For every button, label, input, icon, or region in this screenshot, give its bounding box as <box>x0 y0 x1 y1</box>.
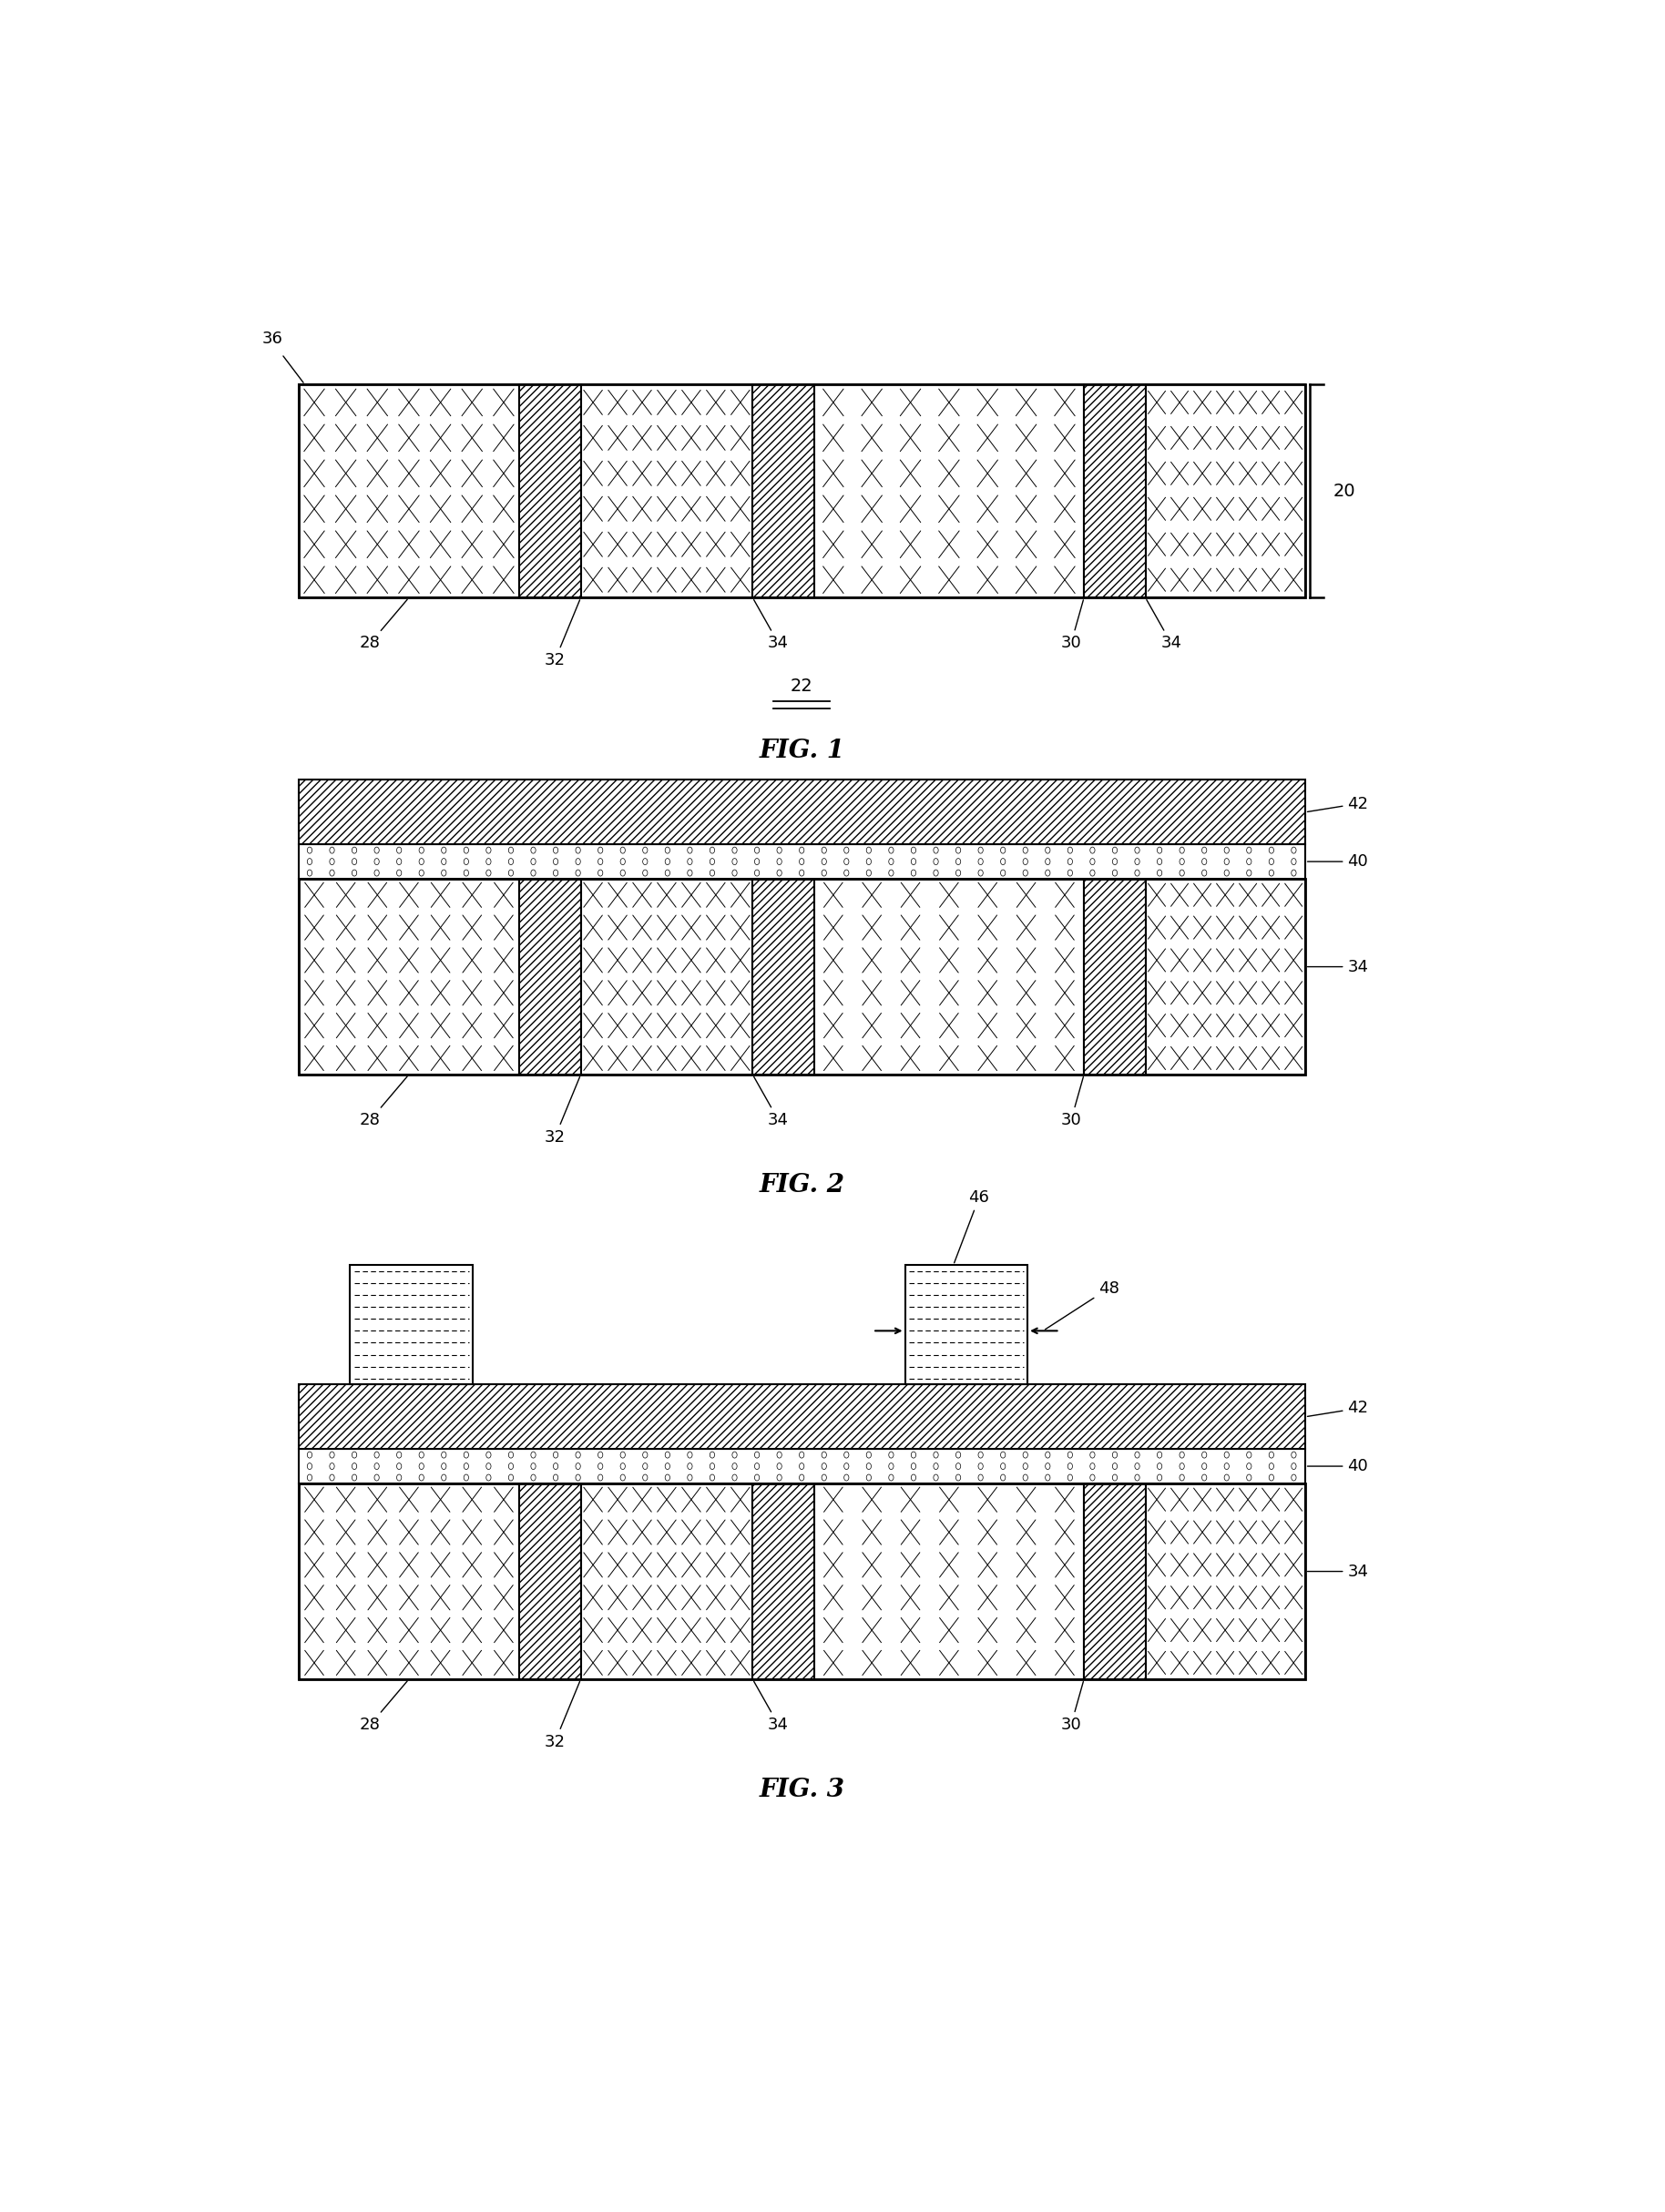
Bar <box>519 385 581 597</box>
Bar <box>350 1265 473 1385</box>
Bar <box>519 385 581 597</box>
Text: 22: 22 <box>791 677 813 695</box>
Bar <box>906 1265 1027 1385</box>
Bar <box>519 1484 581 1679</box>
Text: 28: 28 <box>360 599 408 653</box>
Text: 48: 48 <box>1046 1281 1119 1329</box>
Bar <box>298 385 1305 597</box>
Bar <box>298 1385 1305 1449</box>
Text: 36: 36 <box>261 332 283 347</box>
Bar <box>1146 878 1305 1075</box>
Bar <box>298 878 1305 1075</box>
Bar <box>298 781 1305 845</box>
Bar <box>519 878 581 1075</box>
Text: 40: 40 <box>1307 854 1369 869</box>
Bar <box>298 1385 1305 1449</box>
Bar <box>1084 1484 1146 1679</box>
Bar <box>1146 1484 1305 1679</box>
Bar <box>814 878 1084 1075</box>
Text: 32: 32 <box>544 1681 579 1750</box>
Text: 32: 32 <box>544 1077 579 1146</box>
Bar <box>1084 1484 1146 1679</box>
Bar <box>298 781 1305 845</box>
Text: 28: 28 <box>360 1077 408 1128</box>
Bar <box>298 845 1305 878</box>
Text: 34: 34 <box>1307 1564 1369 1579</box>
Text: 32: 32 <box>544 599 579 668</box>
Text: 40: 40 <box>1307 1458 1369 1475</box>
Text: 34: 34 <box>1307 958 1369 975</box>
Text: 34: 34 <box>754 1681 789 1732</box>
Bar <box>581 1484 753 1679</box>
Bar <box>1084 385 1146 597</box>
Bar <box>1084 385 1146 597</box>
Bar <box>298 385 519 597</box>
Bar <box>298 878 519 1075</box>
Text: 30: 30 <box>1061 1077 1084 1128</box>
Bar <box>1084 878 1146 1075</box>
Text: 34: 34 <box>754 599 789 653</box>
Bar <box>1146 385 1305 597</box>
Text: 30: 30 <box>1061 599 1084 653</box>
Bar <box>519 1484 581 1679</box>
Text: FIG. 3: FIG. 3 <box>759 1778 844 1803</box>
Bar <box>814 1484 1084 1679</box>
Bar <box>753 1484 814 1679</box>
Text: 34: 34 <box>754 1077 789 1128</box>
Bar <box>1084 878 1146 1075</box>
Text: 42: 42 <box>1307 1400 1369 1416</box>
Bar <box>814 385 1084 597</box>
Bar <box>298 1484 1305 1679</box>
Bar <box>298 1484 519 1679</box>
Text: 28: 28 <box>360 1681 408 1732</box>
Text: 34: 34 <box>1147 599 1182 653</box>
Bar <box>298 1449 1305 1484</box>
Text: 20: 20 <box>1334 482 1355 500</box>
Bar <box>753 878 814 1075</box>
Text: FIG. 2: FIG. 2 <box>759 1172 844 1197</box>
Bar <box>581 385 753 597</box>
Bar <box>519 878 581 1075</box>
Bar <box>581 878 753 1075</box>
Text: 42: 42 <box>1307 796 1369 812</box>
Bar <box>753 1484 814 1679</box>
Text: 30: 30 <box>1061 1681 1084 1732</box>
Bar <box>753 385 814 597</box>
Text: 46: 46 <box>954 1190 989 1263</box>
Bar <box>753 385 814 597</box>
Bar <box>753 878 814 1075</box>
Text: FIG. 1: FIG. 1 <box>759 739 844 763</box>
